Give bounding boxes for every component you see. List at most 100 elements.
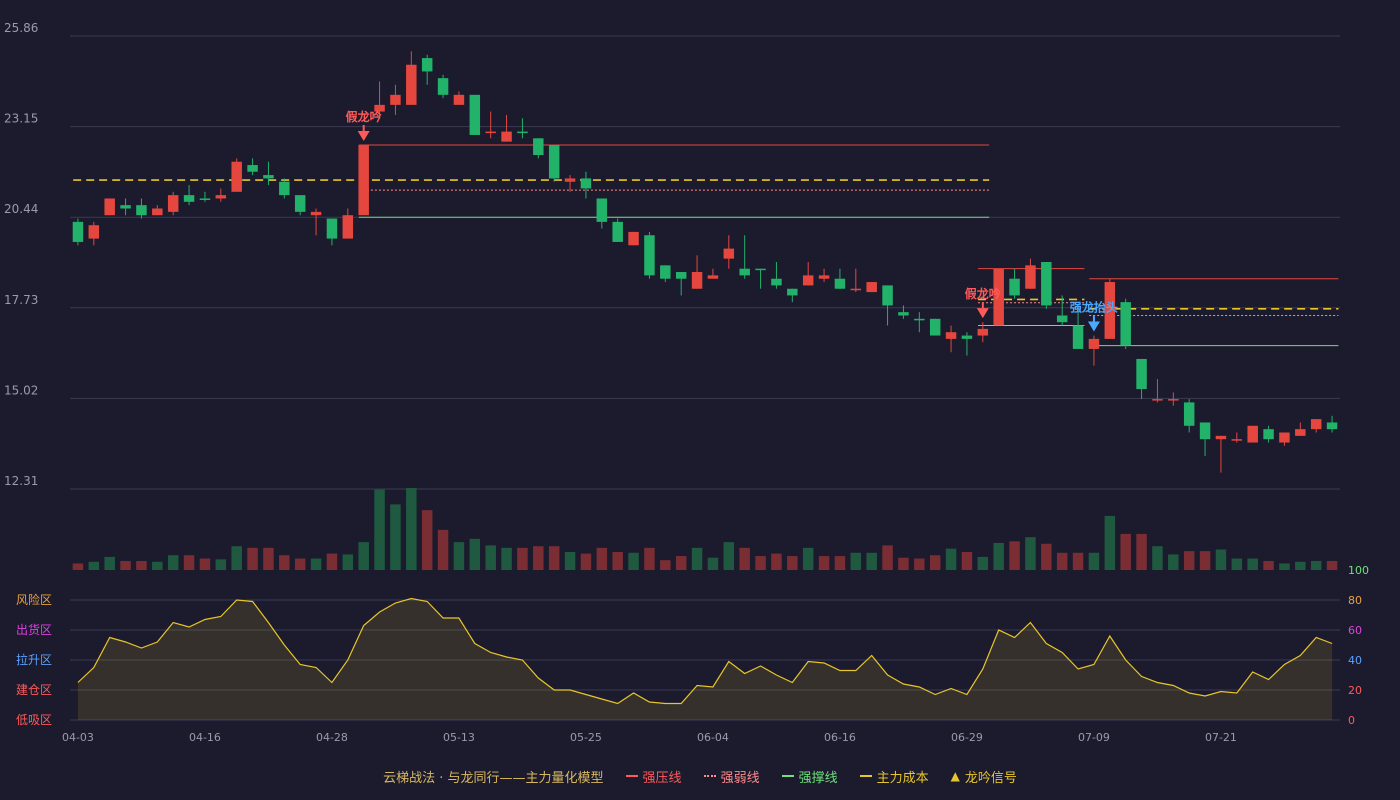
volume-bar	[739, 547, 750, 570]
candle-body	[1326, 422, 1338, 430]
volume-bar	[88, 561, 100, 570]
candle-body	[898, 312, 909, 316]
volume-bar	[247, 547, 258, 570]
volume-bar	[628, 552, 639, 570]
volume-bar	[834, 556, 846, 570]
candle-body	[1072, 325, 1084, 349]
volume-bar	[167, 555, 179, 570]
indicator-line	[77, 597, 1333, 705]
candle-body	[390, 94, 401, 105]
volume-bar	[1310, 560, 1322, 570]
zone-label: 风险区	[16, 592, 52, 607]
x-tick-label: 06-29	[951, 731, 983, 744]
volume-bar	[1136, 533, 1147, 570]
x-tick-label: 04-16	[189, 731, 221, 744]
volume-bar	[1088, 552, 1100, 570]
legend-title-text: 云梯战法 · 与龙同行——主力量化模型	[383, 770, 604, 786]
candle-body	[1056, 315, 1068, 323]
volume-bar	[517, 547, 528, 570]
candle-body	[72, 221, 84, 242]
candle-body	[104, 198, 115, 216]
volume-bar	[850, 552, 862, 570]
price-tick-label: 23.15	[4, 112, 38, 126]
price-tick-label: 12.31	[4, 474, 38, 488]
volume-bar	[945, 548, 957, 570]
volume-bar	[1263, 560, 1274, 570]
candle-body	[1215, 435, 1227, 440]
zone-label: 拉升区	[16, 652, 52, 667]
signal-arrow-icon	[357, 130, 370, 141]
candle-body	[945, 332, 957, 339]
candle-body	[167, 195, 179, 212]
volume-bar	[596, 547, 608, 570]
candle-body	[1247, 425, 1258, 443]
chart-legend: 云梯战法 · 与龙同行——主力量化模型 强压线 强弱线 强撑线 主力成本 ▲ 龙…	[0, 765, 1400, 787]
volume-bar	[1056, 552, 1068, 570]
volume-bar	[1152, 546, 1163, 570]
price-tick-label: 25.86	[4, 21, 38, 35]
candle-body	[596, 198, 608, 222]
signal-label: 假龙吟	[965, 286, 1001, 301]
volume-bar	[437, 529, 449, 570]
volume-bar	[358, 542, 369, 570]
volume-bar	[1009, 541, 1020, 570]
volume-bar	[1231, 558, 1243, 570]
candle-body	[88, 225, 100, 239]
legend-label-resist: 强压线	[642, 770, 682, 786]
volume-bar	[1120, 533, 1131, 570]
candle-body	[294, 195, 306, 212]
volume-bar	[898, 557, 909, 570]
volume-bar	[485, 545, 496, 570]
candle-body	[1263, 429, 1274, 440]
volume-bar	[660, 560, 671, 570]
volume-bar	[136, 560, 147, 570]
indicator-tick-label: 40	[1348, 654, 1362, 667]
legend-item-weak[interactable]: 强弱线	[703, 767, 760, 786]
volume-bar	[120, 560, 131, 570]
candle-body	[263, 175, 274, 179]
volume-bar	[818, 556, 830, 570]
candle-body	[707, 275, 719, 279]
candle-body	[1009, 278, 1020, 296]
legend-swatch-resist	[625, 775, 638, 777]
candle-body	[739, 268, 750, 276]
volume-bar	[183, 555, 195, 570]
volume-bar	[231, 546, 242, 570]
candle-body	[787, 288, 798, 296]
volume-bar	[406, 488, 417, 570]
candle-body	[866, 282, 877, 293]
candle-body	[374, 104, 385, 112]
legend-label-cost: 主力成本	[876, 770, 929, 786]
signal-arrow-icon	[1087, 321, 1100, 332]
legend-label-signal: 龙吟信号	[964, 770, 1017, 786]
candle-body	[961, 335, 973, 339]
candle-body	[1199, 422, 1211, 440]
zone-label: 建仓区	[16, 683, 52, 697]
volume-bar	[421, 510, 433, 570]
volume-bar	[1041, 543, 1052, 570]
legend-label-weak: 强弱线	[720, 770, 760, 786]
zone-label: 低吸区	[16, 713, 52, 727]
x-tick-label: 05-13	[443, 731, 475, 744]
legend-item-cost[interactable]: 主力成本	[859, 767, 929, 786]
signal-label: 强龙抬头	[1070, 300, 1118, 315]
candle-body	[612, 221, 623, 242]
volume-bar	[929, 555, 941, 570]
indicator-area	[77, 598, 1333, 720]
candle-body	[771, 278, 782, 286]
candle-body	[1088, 338, 1100, 349]
volume-bar	[374, 489, 385, 570]
legend-item-resist[interactable]: 强压线	[625, 767, 682, 786]
legend-item-support[interactable]: 强撑线	[781, 767, 838, 786]
candle-body	[628, 231, 639, 246]
candle-body	[1041, 261, 1052, 306]
legend-swatch-support	[781, 775, 794, 777]
volume-bar	[501, 547, 512, 570]
volume-bar	[279, 555, 290, 570]
triangle-icon: ▲	[950, 769, 960, 783]
volume-bar	[469, 538, 481, 570]
legend-item-signal[interactable]: ▲ 龙吟信号	[951, 767, 1017, 786]
candle-body	[453, 94, 465, 105]
volume-bar	[72, 563, 84, 570]
x-tick-label: 06-04	[697, 731, 729, 744]
